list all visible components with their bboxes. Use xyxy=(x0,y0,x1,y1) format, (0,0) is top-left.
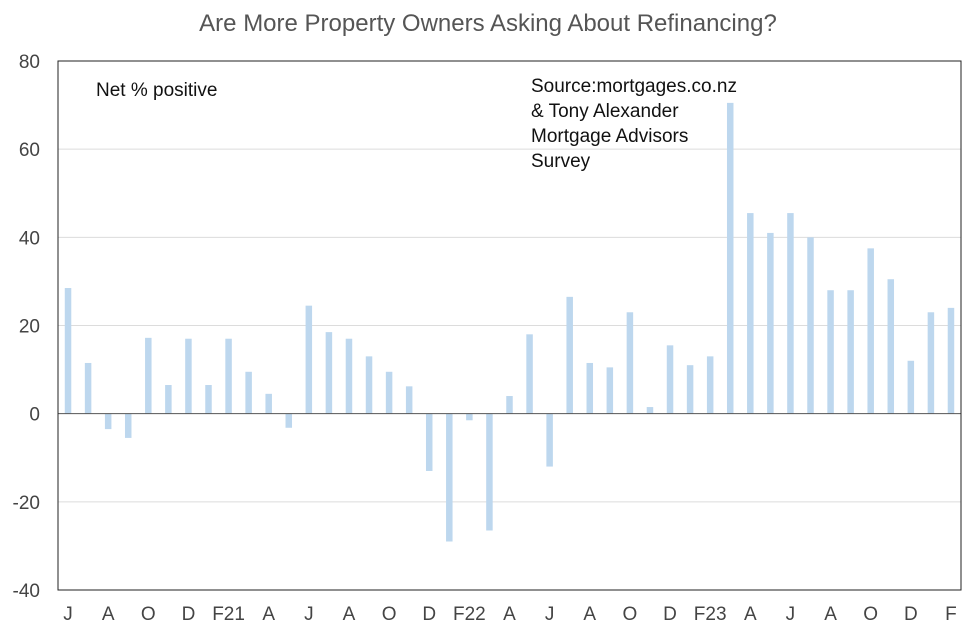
bar-Dec-22 xyxy=(646,407,654,414)
bar-Dec-20 xyxy=(165,385,172,414)
source-line: Survey xyxy=(531,151,591,172)
x-tick-label: D xyxy=(422,604,436,625)
x-tick-label: F xyxy=(945,604,957,625)
bar-Apr-21 xyxy=(245,371,252,414)
net-positive-annotation: Net % positive xyxy=(96,80,217,101)
bar-Jan-23 xyxy=(666,345,674,414)
x-tick-label: F21 xyxy=(212,604,245,625)
bar-Sep-22 xyxy=(586,362,594,414)
bar-Jan-22 xyxy=(425,413,433,471)
source-line: Mortgage Advisors xyxy=(531,126,688,147)
bar-Nov-21 xyxy=(385,371,393,414)
bar-Jun-21 xyxy=(285,413,293,428)
y-tick-label: -40 xyxy=(13,581,40,602)
y-tick-label: 60 xyxy=(19,140,40,161)
plot-frame xyxy=(57,60,962,591)
bar-Jul-22 xyxy=(546,413,553,467)
bar-Jun-23 xyxy=(767,232,774,414)
bar-Mar-23 xyxy=(706,356,714,414)
bar-Jul-21 xyxy=(305,305,313,414)
bar-May-22 xyxy=(506,396,513,414)
x-tick-label: A xyxy=(102,604,115,625)
bar-Feb-21 xyxy=(205,385,212,414)
bar-May-23 xyxy=(747,213,754,414)
bar-Oct-21 xyxy=(365,356,373,414)
x-tick-label: A xyxy=(744,604,757,625)
bar-Jul-20 xyxy=(64,288,72,414)
x-tick-label: D xyxy=(182,604,196,625)
bar-Jan-21 xyxy=(185,338,192,414)
bar-Dec-23 xyxy=(887,279,895,414)
bar-Apr-23 xyxy=(726,102,734,414)
x-tick-label: D xyxy=(663,604,677,625)
bar-Oct-22 xyxy=(606,367,614,414)
bar-Aug-20 xyxy=(84,362,92,414)
y-tick-label: -20 xyxy=(13,493,40,514)
x-tick-label: J xyxy=(63,604,73,625)
bar-Nov-23 xyxy=(867,248,874,414)
bar-Dec-21 xyxy=(405,386,413,414)
bar-Nov-20 xyxy=(145,337,152,414)
bar-Jan-24 xyxy=(907,360,915,414)
bar-Feb-22 xyxy=(446,413,453,542)
bar-Sep-23 xyxy=(827,290,834,414)
x-tick-label: F22 xyxy=(453,604,486,625)
x-tick-label: A xyxy=(503,604,516,625)
bar-Mar-24 xyxy=(947,307,955,414)
x-tick-label: A xyxy=(824,604,837,625)
x-tick-label: O xyxy=(141,604,156,625)
bar-Aug-22 xyxy=(566,296,573,414)
x-tick-label: A xyxy=(583,604,596,625)
bar-Apr-22 xyxy=(486,413,493,531)
source-line: & Tony Alexander xyxy=(531,101,679,122)
x-tick-label: J xyxy=(545,604,555,625)
bar-Sep-21 xyxy=(345,338,353,414)
bar-Feb-24 xyxy=(927,312,935,414)
bar-Aug-23 xyxy=(807,237,814,414)
x-tick-label: F23 xyxy=(694,604,727,625)
x-tick-label: O xyxy=(863,604,878,625)
bar-Feb-23 xyxy=(686,365,694,414)
source-line: Source:mortgages.co.nz xyxy=(531,76,737,97)
x-tick-label: O xyxy=(623,604,638,625)
bar-Aug-21 xyxy=(325,332,333,414)
x-tick-label: A xyxy=(343,604,356,625)
bar-Oct-23 xyxy=(847,290,854,414)
bar-May-21 xyxy=(265,393,272,414)
x-tick-label: D xyxy=(904,604,918,625)
x-tick-label: J xyxy=(786,604,796,625)
x-tick-label: O xyxy=(382,604,397,625)
bar-Mar-21 xyxy=(225,338,232,414)
y-tick-label: 40 xyxy=(19,228,40,249)
y-tick-label: 80 xyxy=(19,52,40,73)
chart-title: Are More Property Owners Asking About Re… xyxy=(199,10,777,37)
x-tick-label: J xyxy=(304,604,314,625)
bar-Nov-22 xyxy=(626,312,634,414)
bar-Sep-20 xyxy=(104,413,112,430)
bar-Jul-23 xyxy=(787,213,794,414)
y-tick-label: 20 xyxy=(19,317,40,338)
bar-Jun-22 xyxy=(526,334,533,414)
y-tick-label: 0 xyxy=(29,405,40,426)
bar-Mar-22 xyxy=(466,413,473,421)
bar-Oct-20 xyxy=(124,413,132,438)
x-tick-label: A xyxy=(262,604,275,625)
